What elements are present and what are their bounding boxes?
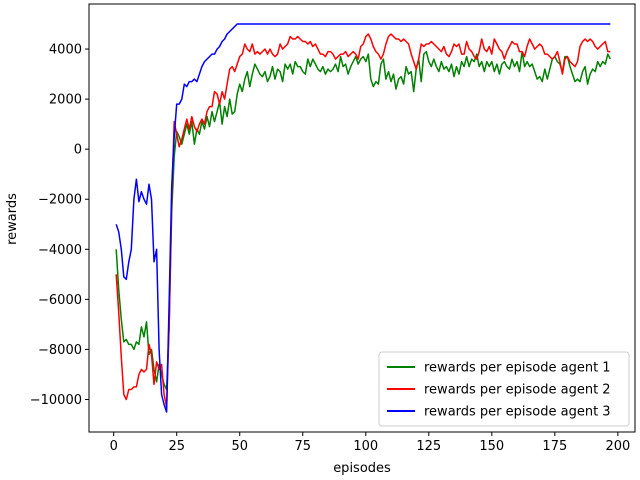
y-tick-label: −2000 xyxy=(38,193,82,208)
x-axis: 0 25 50 75 100 125 150 175 200 xyxy=(110,432,630,454)
y-axis-label: rewards xyxy=(5,193,20,245)
y-tick-label: −10000 xyxy=(30,393,82,408)
y-tick-label: 2000 xyxy=(49,93,82,108)
legend-label-agent-1: rewards per episode agent 1 xyxy=(424,361,611,376)
x-tick-label: 100 xyxy=(353,439,378,454)
legend-label-agent-2: rewards per episode agent 2 xyxy=(424,383,611,398)
x-tick-label: 50 xyxy=(231,439,248,454)
x-tick-label: 75 xyxy=(294,439,311,454)
x-tick-label: 25 xyxy=(168,439,185,454)
x-axis-label: episodes xyxy=(333,461,391,476)
y-axis: −10000 −8000 −6000 −4000 −2000 0 2000 4000 xyxy=(30,43,89,408)
series-line-agent-2 xyxy=(115,33,611,408)
series-line-agent-3 xyxy=(115,23,611,413)
y-tick-label: −4000 xyxy=(38,243,82,258)
x-tick-label: 150 xyxy=(479,439,504,454)
plot-frame xyxy=(88,3,636,433)
series-line-agent-1 xyxy=(115,50,611,391)
legend: rewards per episode agent 1 rewards per e… xyxy=(378,351,630,427)
x-tick-label: 200 xyxy=(605,439,630,454)
y-tick-label: −6000 xyxy=(38,293,82,308)
x-tick-label: 125 xyxy=(416,439,441,454)
y-tick-label: −8000 xyxy=(38,343,82,358)
legend-box xyxy=(378,351,630,427)
x-tick-label: 0 xyxy=(110,439,118,454)
legend-label-agent-3: rewards per episode agent 3 xyxy=(424,405,611,420)
y-tick-label: 4000 xyxy=(49,43,82,58)
y-tick-label: 0 xyxy=(74,143,82,158)
x-tick-label: 175 xyxy=(542,439,567,454)
plot-lines xyxy=(115,23,611,413)
